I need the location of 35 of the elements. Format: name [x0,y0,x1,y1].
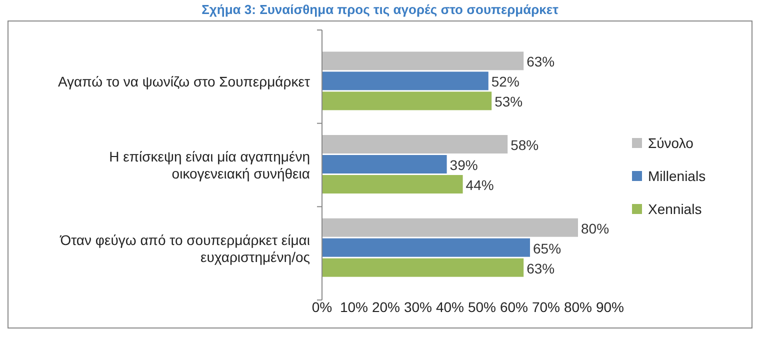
y-tick-label: Όταν φεύγω από το σουπερμάρκετ είμαι ευχαριστημένη/ος [59,232,310,265]
data-label: 63% [526,54,555,70]
bar [322,155,447,174]
x-tick-label: 0% [312,299,332,315]
x-tick-label: 70% [532,299,560,315]
legend-label: Σύνολο [648,135,694,151]
bar [322,135,508,154]
y-tick-label: Αγαπώ το να ψωνίζω στο Σουπερμάρκετ [58,74,310,90]
x-tick-label: 80% [564,299,592,315]
data-label: 63% [526,260,555,276]
data-label: 44% [466,177,494,193]
chart-title: Σχήμα 3: Συναίσθημα προς τις αγορές στο σουπερμάρκετ [202,2,559,17]
x-tick-label: 20% [372,299,400,315]
data-label: 52% [491,74,520,90]
legend-label: Xennials [648,201,702,217]
x-tick-label: 40% [436,299,464,315]
data-label: 53% [494,94,523,110]
bar [322,218,578,237]
data-label: 39% [450,157,478,173]
bar [322,92,492,110]
data-label: 80% [581,220,610,236]
x-tick-label: 90% [596,299,624,315]
bar [322,258,524,277]
bar [322,238,530,257]
x-tick-label: 60% [500,299,528,315]
bar [322,175,463,194]
bar [322,72,488,90]
bar [322,52,524,70]
legend-label: Millenials [648,168,706,184]
y-tick-label: Η επίσκεψη είναι μία αγαπημένη οικογενειακή συνήθεια [109,148,310,182]
x-tick-label: 30% [404,299,432,315]
data-label: 65% [533,240,562,256]
x-tick-label: 10% [340,299,368,315]
x-tick-label: 50% [468,299,496,315]
data-label: 58% [510,137,539,153]
